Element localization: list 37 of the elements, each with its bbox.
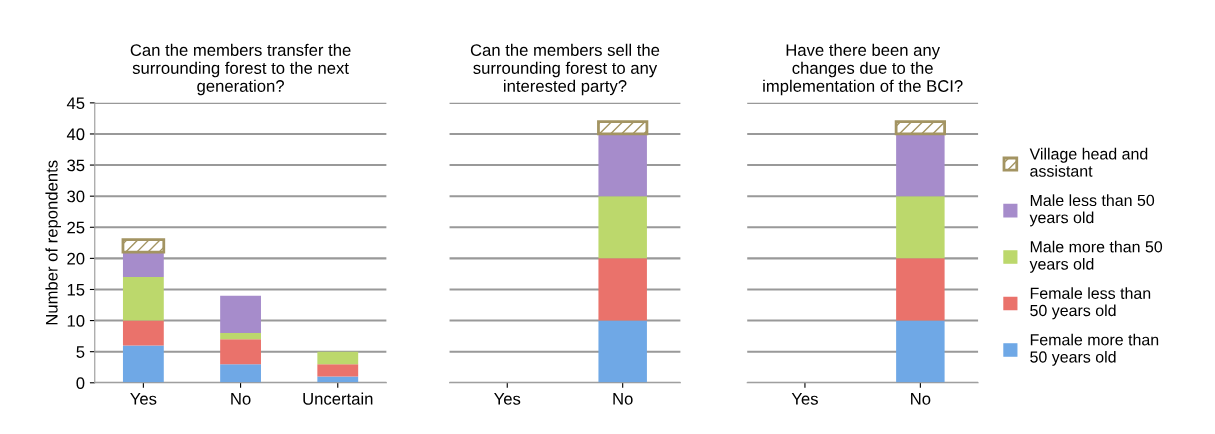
bar: [317, 351, 359, 365]
bar: [317, 364, 359, 377]
y-tick-label: 25: [67, 221, 85, 234]
y-tick-label: 20: [67, 252, 85, 265]
legend-label: Village head and assistant: [1029, 147, 1148, 177]
bar: [122, 345, 164, 383]
x-tick-label: Uncertain: [303, 392, 373, 405]
legend-label: Female less than 50 years old: [1030, 287, 1151, 320]
chart-title: Can the members transfer the surrounding forest to the next generation?: [130, 43, 351, 96]
y-axis-title: Number of repondents: [45, 160, 61, 325]
x-tick-label: No: [613, 393, 633, 405]
y-tick-label: 0: [76, 377, 85, 389]
y-tick-label: 30: [67, 190, 85, 203]
y-tick-label: 15: [67, 284, 85, 296]
x-tick-label: No: [911, 393, 931, 405]
bar: [220, 295, 261, 334]
bar: [122, 252, 164, 278]
y-tick-label: 45: [66, 97, 85, 110]
bar: [220, 333, 261, 340]
x-tick-label: No: [231, 393, 251, 405]
bar: [122, 320, 164, 346]
bar: [122, 277, 164, 321]
x-tick-label: Yes: [130, 393, 157, 405]
y-tick-label: 35: [67, 159, 85, 172]
y-tick-label: 40: [66, 128, 85, 141]
x-tick-label: Yes: [791, 393, 818, 405]
legend-label: Male less than 50 years old: [1029, 194, 1155, 227]
chart-title: Have there been any changes due to the implementation of the BCI?: [763, 43, 963, 96]
bar: [220, 339, 261, 365]
chart-title: Can the members sell the surrounding forest to any interested party?: [470, 43, 660, 96]
y-tick-label: 10: [67, 314, 85, 327]
bar: [220, 364, 261, 383]
bar: [121, 238, 166, 254]
legend-label: Male more than 50 years old: [1029, 240, 1163, 273]
y-tick-label: 5: [76, 346, 85, 358]
legend-label: Female more than 50 years old: [1030, 333, 1159, 366]
x-tick-label: Yes: [494, 393, 521, 405]
